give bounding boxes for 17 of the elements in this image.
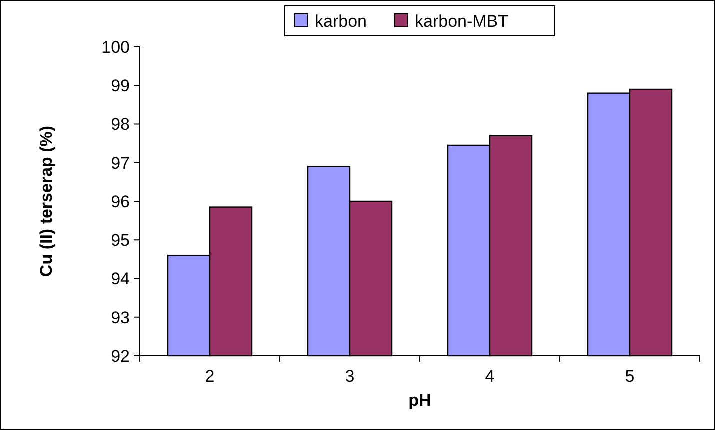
legend-label: karbon-MBT — [415, 12, 509, 31]
x-tick-label: 2 — [205, 367, 215, 386]
y-tick-label: 98 — [111, 115, 130, 134]
y-tick-label: 99 — [111, 76, 130, 96]
x-axis-title: pH — [408, 391, 432, 410]
x-tick-label: 4 — [485, 367, 495, 386]
x-tick-label: 5 — [625, 367, 635, 386]
y-tick-label: 96 — [111, 192, 130, 212]
y-tick-label: 97 — [111, 154, 130, 173]
y-axis-title: Cu (II) terserap (%) — [37, 126, 56, 278]
y-tick-label: 92 — [111, 346, 130, 366]
legend-label: karbon — [315, 12, 367, 31]
y-tick-label: 94 — [111, 270, 130, 289]
y-tick-label: 95 — [111, 231, 130, 250]
y-tick-label: 93 — [111, 308, 130, 328]
x-tick-label: 3 — [345, 367, 355, 386]
y-tick-label: 100 — [102, 38, 130, 57]
